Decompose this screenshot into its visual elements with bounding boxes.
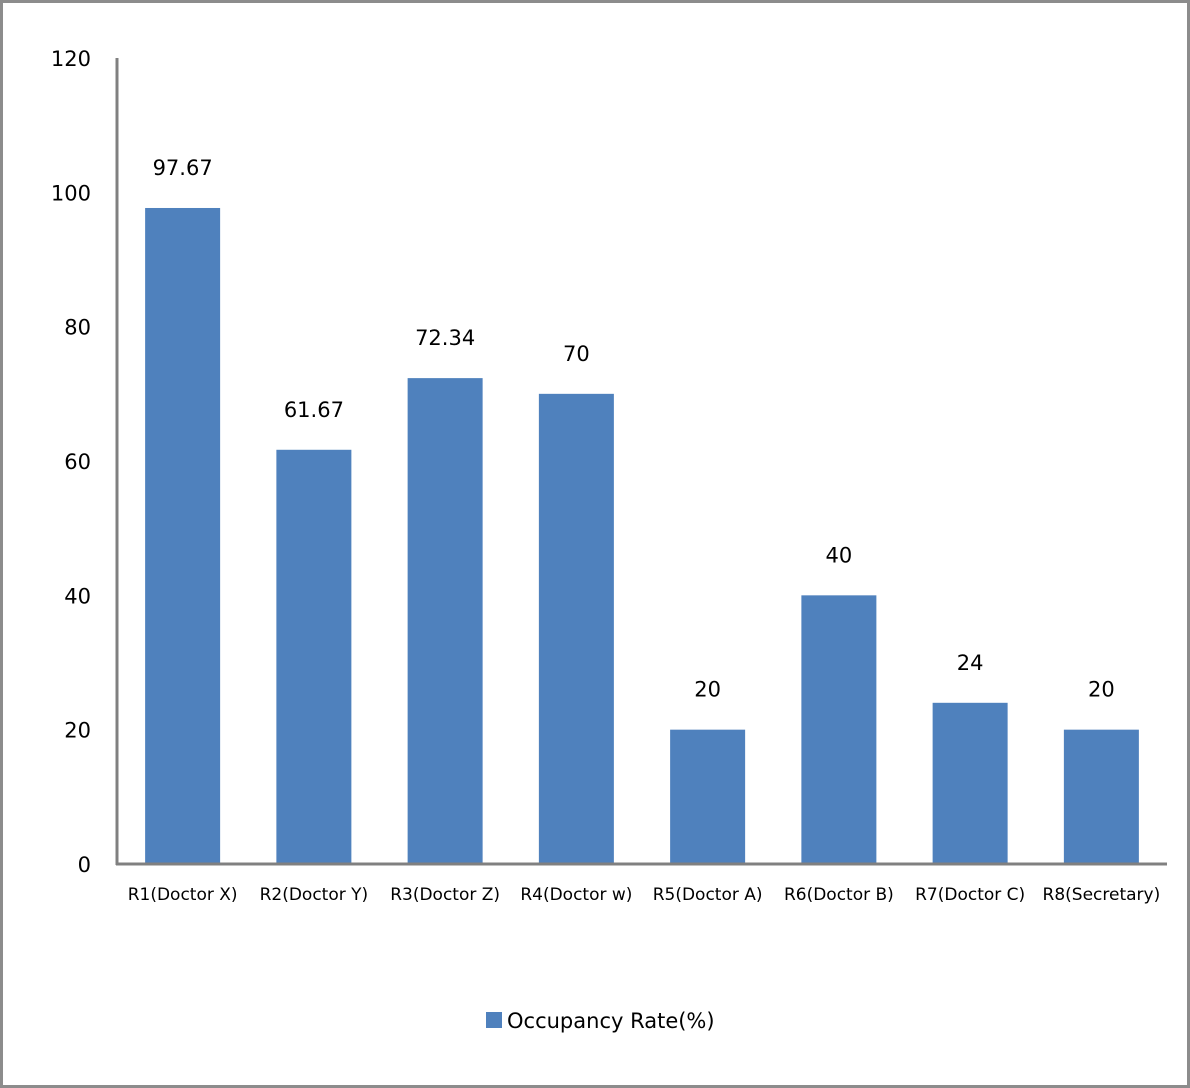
legend-swatch [486,1012,502,1028]
x-tick-label: R1(Doctor X) [128,885,238,905]
data-label: 70 [563,342,590,366]
data-label: 97.67 [153,156,213,180]
x-tick-label: R4(Doctor w) [520,885,632,905]
bar-chart: 0 20 40 60 80 100 120 97.67 61.67 72.34 70 20 40 24 2… [51,47,1167,1033]
y-tick-label: 40 [64,584,91,608]
data-label: 72.34 [415,326,475,350]
x-axis-labels: R1(Doctor X) R2(Doctor Y) R3(Doctor Z) R4(D… [128,885,1161,905]
data-label: 24 [957,651,984,675]
x-tick-label: R2(Doctor Y) [260,885,369,905]
axes [115,58,1167,866]
y-axis-ticks: 0 20 40 60 80 100 120 [51,47,91,877]
bar [932,702,1008,864]
y-tick-label: 80 [64,316,91,340]
data-labels: 97.67 61.67 72.34 70 20 40 24 20 [153,156,1115,702]
bar [670,729,746,864]
x-tick-label: R7(Doctor C) [915,885,1025,905]
bar [538,393,614,864]
x-tick-label: R3(Doctor Z) [390,885,500,905]
bar [145,207,221,865]
bar [276,449,352,864]
data-label: 61.67 [284,398,344,422]
y-tick-label: 100 [51,181,91,205]
bar [1063,729,1139,864]
data-label: 40 [826,543,853,567]
x-tick-label: R5(Doctor A) [653,885,763,905]
data-label: 20 [1088,678,1115,702]
data-label: 20 [694,678,721,702]
bar-series [145,207,1139,865]
y-tick-label: 20 [64,719,91,743]
legend: Occupancy Rate(%) [486,1009,715,1033]
bar [407,378,483,864]
y-tick-label: 0 [78,853,91,877]
y-tick-label: 60 [64,450,91,474]
x-tick-label: R8(Secretary) [1043,885,1161,905]
bar [801,595,877,864]
y-tick-label: 120 [51,47,91,71]
legend-label: Occupancy Rate(%) [507,1009,715,1033]
x-tick-label: R6(Doctor B) [784,885,894,905]
